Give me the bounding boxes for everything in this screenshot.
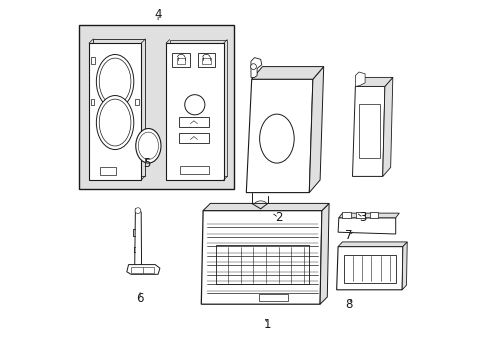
Text: 7: 7 — [345, 229, 352, 242]
Bar — [178, 117, 209, 127]
Ellipse shape — [96, 54, 134, 108]
Bar — [202, 58, 210, 64]
Bar — [100, 167, 116, 175]
Ellipse shape — [259, 114, 294, 163]
Polygon shape — [203, 203, 328, 211]
Polygon shape — [338, 213, 399, 218]
Bar — [178, 133, 209, 143]
Text: 2: 2 — [274, 211, 282, 224]
Polygon shape — [309, 67, 323, 193]
Polygon shape — [251, 67, 323, 79]
Bar — [79, 25, 233, 189]
Bar — [343, 255, 395, 283]
Polygon shape — [382, 77, 392, 176]
Text: 3: 3 — [359, 211, 366, 224]
Bar — [369, 212, 378, 218]
Ellipse shape — [99, 58, 131, 105]
Polygon shape — [355, 72, 365, 86]
Polygon shape — [337, 242, 407, 247]
Bar — [177, 58, 185, 64]
Text: 6: 6 — [136, 292, 143, 305]
Polygon shape — [320, 203, 328, 304]
Bar — [258, 294, 287, 301]
Polygon shape — [337, 218, 395, 234]
Text: 4: 4 — [154, 8, 162, 21]
Bar — [215, 245, 309, 284]
Polygon shape — [401, 242, 407, 290]
Bar — [91, 99, 94, 105]
Polygon shape — [355, 77, 392, 86]
Bar — [93, 39, 145, 176]
Ellipse shape — [136, 129, 161, 163]
Ellipse shape — [250, 64, 256, 69]
Ellipse shape — [96, 95, 134, 149]
Bar — [169, 40, 227, 176]
Polygon shape — [336, 247, 402, 290]
Ellipse shape — [254, 201, 266, 210]
Polygon shape — [126, 265, 160, 274]
Bar — [342, 212, 350, 218]
Ellipse shape — [135, 208, 141, 213]
Bar — [166, 43, 223, 180]
Polygon shape — [246, 79, 312, 193]
Bar — [355, 212, 364, 218]
Text: 8: 8 — [345, 298, 352, 311]
Ellipse shape — [99, 99, 131, 146]
Polygon shape — [250, 58, 261, 77]
Bar — [180, 166, 209, 174]
Bar — [172, 53, 189, 67]
Polygon shape — [201, 211, 321, 304]
Bar — [91, 57, 95, 64]
Bar — [135, 99, 139, 105]
Bar — [197, 53, 215, 67]
Bar — [89, 43, 141, 180]
Bar — [358, 104, 379, 158]
Bar — [131, 267, 154, 273]
Ellipse shape — [138, 132, 158, 159]
Text: 1: 1 — [264, 318, 271, 330]
Polygon shape — [352, 86, 384, 176]
Ellipse shape — [184, 95, 204, 115]
Polygon shape — [134, 209, 141, 266]
Text: 5: 5 — [142, 157, 150, 170]
